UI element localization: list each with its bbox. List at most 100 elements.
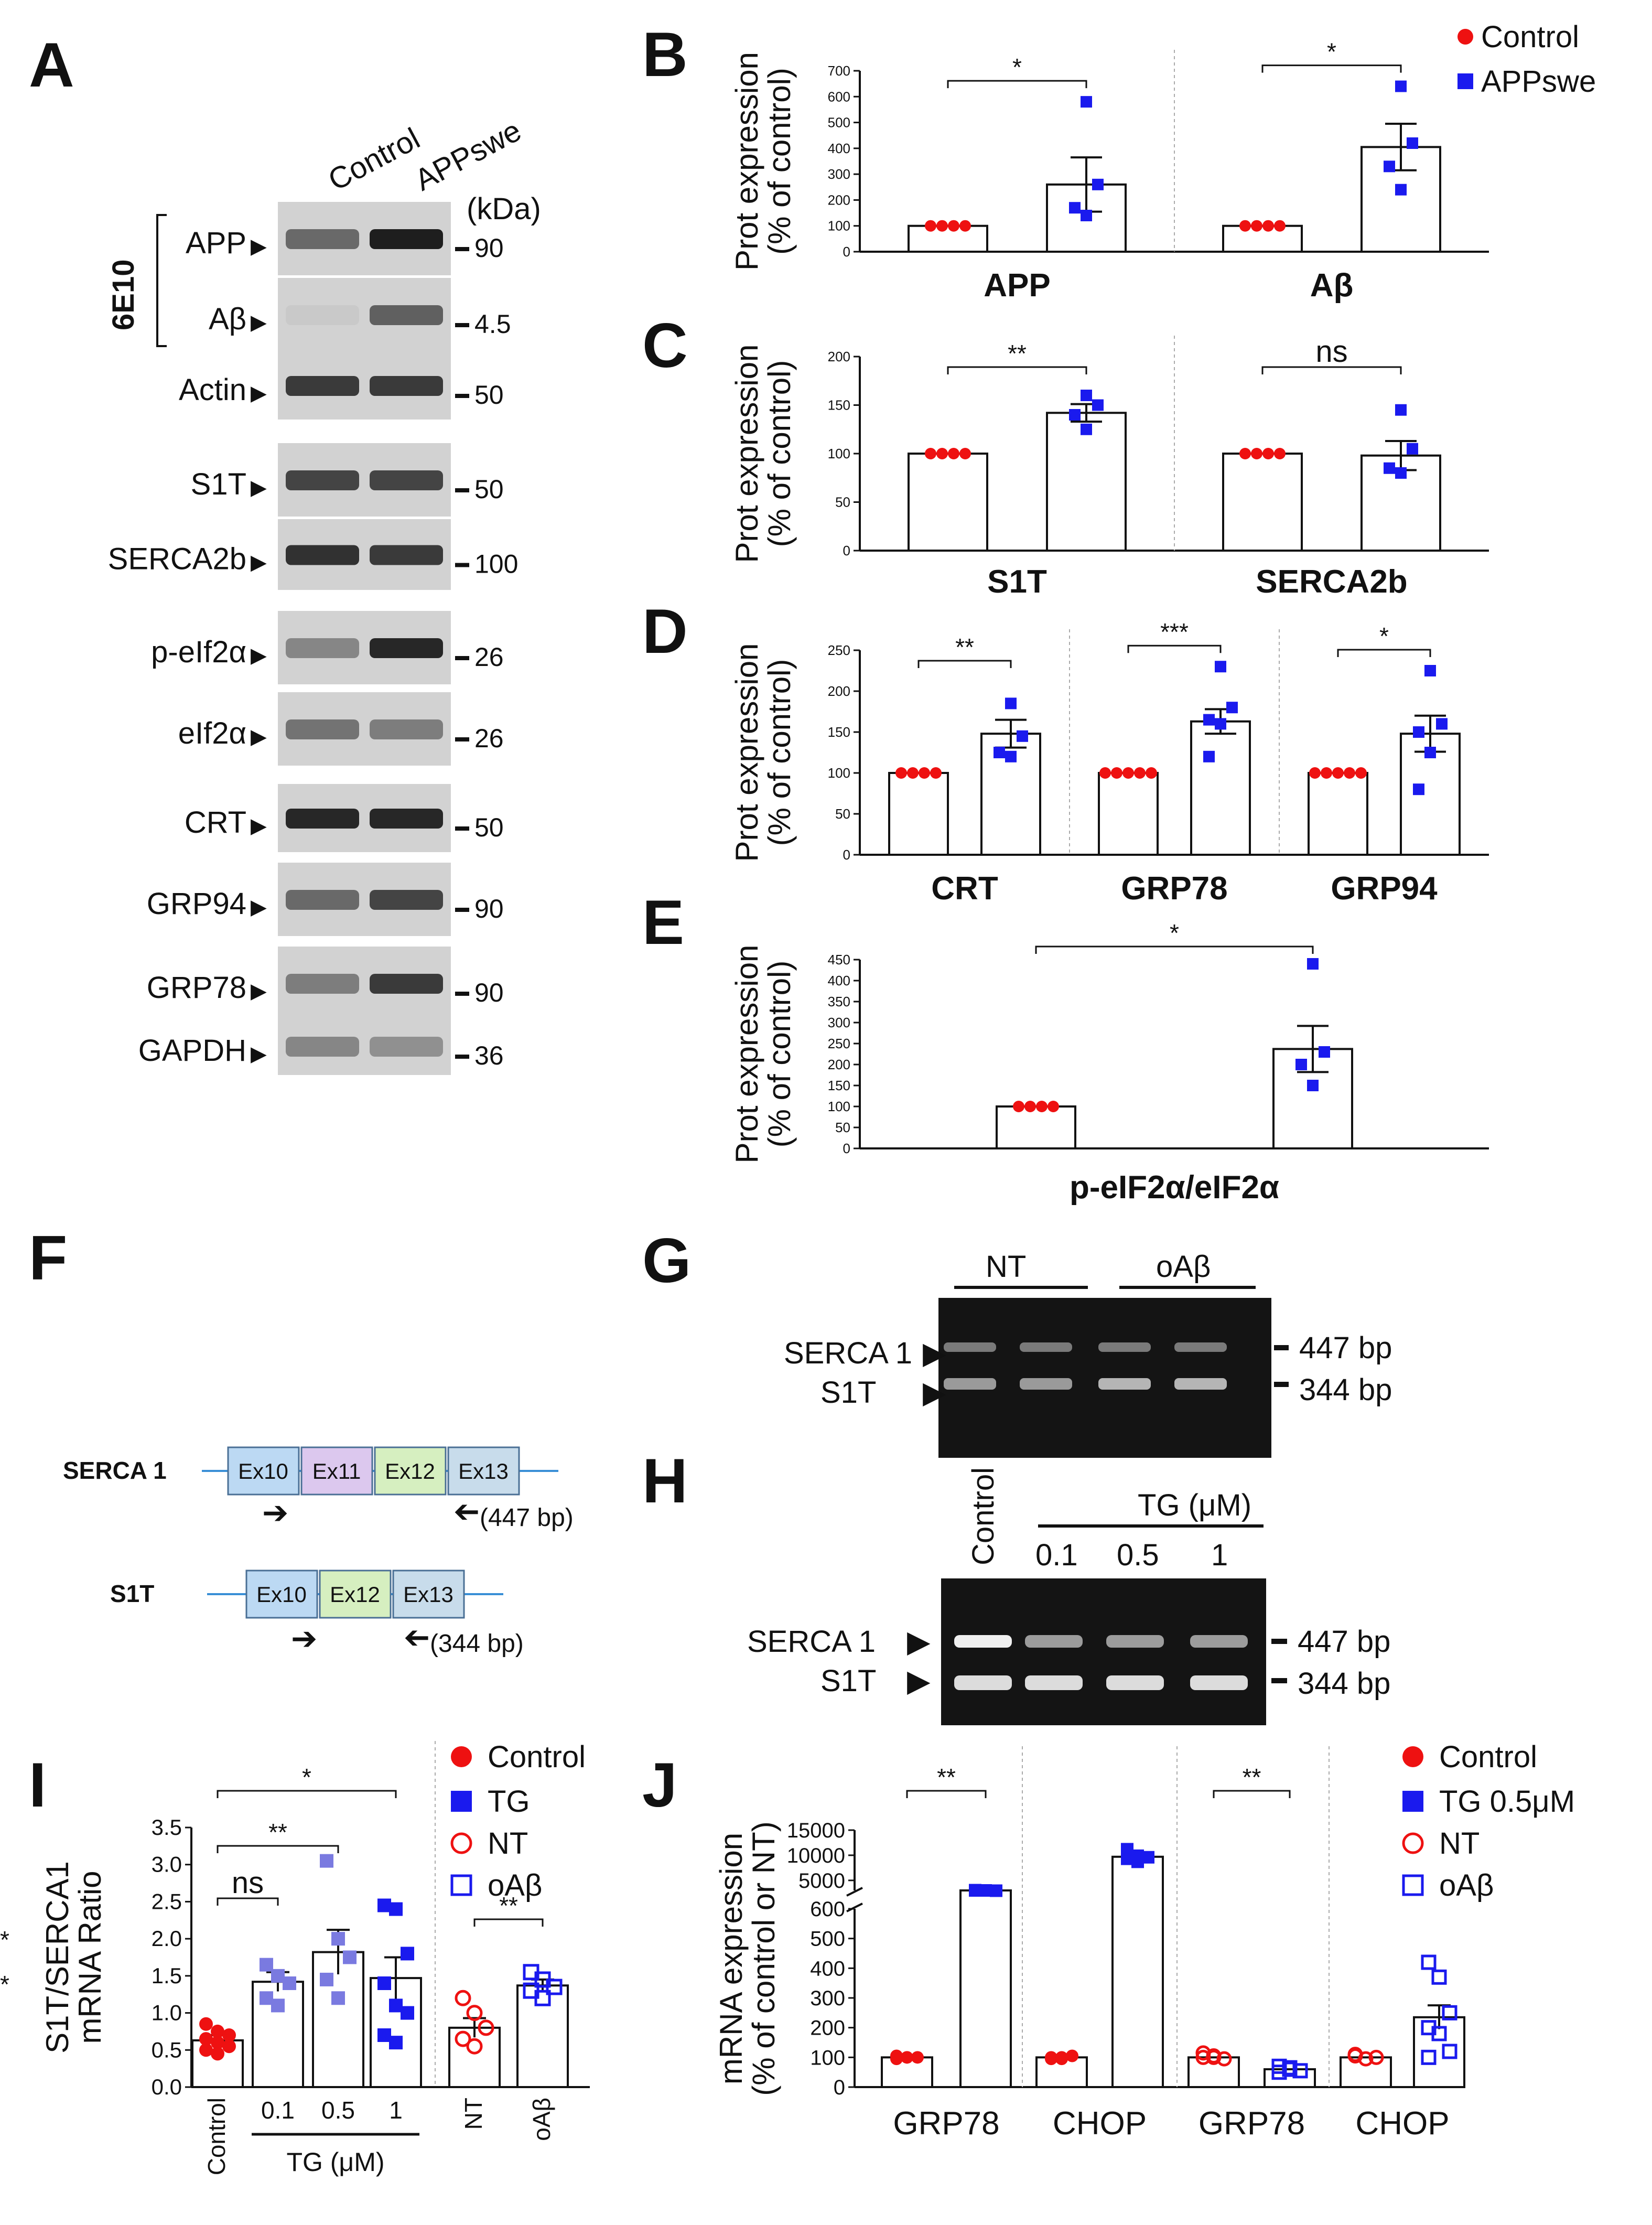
gel-g-serca1-band-1 (1020, 1342, 1072, 1352)
blot-10-band-1 (370, 1037, 443, 1057)
blot-4-arrow-icon: ▶ (251, 551, 267, 574)
blot-3-band-0 (286, 470, 359, 490)
chart-I-point-0-7 (211, 2047, 224, 2061)
blot-8-kda: 90 (474, 894, 504, 923)
chart-E-tick-label-9: 450 (828, 952, 850, 968)
chart-B-tick-label-5: 500 (828, 115, 850, 131)
chart-I-point-1-1 (271, 1969, 285, 1983)
chart-D-sig-2-bracket (1337, 649, 1431, 657)
gel-g-s1t-band-2 (1098, 1378, 1151, 1390)
chart-B-tick-label-3: 300 (828, 166, 850, 182)
chart-B-point-0-1-0 (1081, 96, 1092, 108)
gel-h-conc-1: 1 (1211, 1538, 1228, 1572)
legend-j-control-marker (1402, 1746, 1423, 1767)
serca1-label: SERCA 1 (63, 1457, 167, 1484)
gel-g-size-2: 344 bp (1299, 1373, 1392, 1407)
chart-D-sig-1-label: *** (1160, 618, 1189, 646)
chart-E-point-0-1-1 (1319, 1046, 1330, 1058)
chart-I-cat-0: Control (203, 2098, 230, 2175)
chart-B-sig-0-bracket (947, 80, 1087, 89)
blot-10-arrow-icon: ▶ (251, 1042, 267, 1066)
panel-letter-h: H (642, 1446, 688, 1516)
chart-E-point-0-0-0 (1013, 1101, 1024, 1112)
gel-g-band-serca1: SERCA 1 (784, 1336, 912, 1370)
panel-letter-e: E (642, 887, 684, 958)
chart-J-point-0-2 (911, 2051, 924, 2064)
chart-D-point-2-0-4 (1355, 767, 1367, 779)
chart-C-cat-0: S1T (987, 564, 1047, 600)
serca1-exon-1-label: Ex11 (312, 1459, 361, 1484)
blot-4-band-0 (286, 545, 359, 565)
chart-E-tick-label-3: 150 (828, 1078, 850, 1093)
legend-i-nt-marker (450, 1832, 472, 1854)
chart-E-point-0-0-2 (1036, 1101, 1048, 1112)
chart-I-tick-label-4: 2.0 (152, 1926, 182, 1951)
chart-D-point-0-1-2 (994, 747, 1005, 758)
blot-6-label: eIf2α (178, 716, 246, 750)
blot-1-label: Aβ (209, 302, 246, 336)
chart-I-point-0-4 (211, 2036, 224, 2050)
chart-J-point-7-5 (1442, 2044, 1457, 2059)
chart-c: 0 50 100 150 200 Prot expression(% of control… (729, 335, 1489, 600)
gel-h-s1t-band-0 (954, 1675, 1012, 1690)
serca1-rev-arrow-icon: ➔ (454, 1496, 480, 1531)
chart-I-point-2-2 (343, 1950, 357, 1964)
chart-J-point-3-4 (1131, 1855, 1144, 1868)
chart-J-point-0-4 (901, 2051, 913, 2064)
chart-I-point-4-2 (478, 2019, 494, 2036)
blot-9-kda: 90 (474, 978, 504, 1007)
chart-J-tick-low-label-3: 300 (810, 1987, 845, 2010)
panel-letter-d: D (642, 596, 688, 667)
chart-I-point-3-4 (389, 1998, 403, 2013)
chart-D-point-0-0-0 (895, 767, 907, 779)
legend-i-oab-marker (450, 1874, 472, 1896)
chart-I-bar-5 (516, 1984, 569, 2089)
chart-D-tick-label-2: 100 (828, 765, 850, 781)
chart-B-point-1-1-0 (1395, 80, 1407, 92)
blot-4-label: SERCA2b (108, 542, 246, 576)
serca1-size: (447 bp) (480, 1504, 574, 1532)
chart-J-tick-low-label-4: 400 (810, 1957, 845, 1980)
chart-J-point-7-0 (1421, 1954, 1437, 1970)
gel-h-serca1-band-2 (1106, 1635, 1164, 1648)
chart-B-tick-label-4: 400 (828, 141, 850, 156)
chart-J-point-4-4 (1206, 2048, 1222, 2063)
chart-B-point-1-0-1 (1251, 220, 1262, 232)
chart-I-point-5-2 (546, 1979, 563, 1995)
chart-E-sig-0-bracket (1035, 945, 1314, 954)
serca1-exon-2-label: Ex12 (385, 1459, 435, 1484)
s1t-size: (344 bp) (430, 1630, 524, 1658)
chart-D-sig-0-bracket (917, 660, 1012, 668)
legend-j-tg-label: TG 0.5μM (1439, 1785, 1575, 1819)
antibody-bracket (156, 214, 167, 347)
chart-D-point-1-1-0 (1215, 661, 1226, 673)
chart-J-tick-low-label-5: 500 (810, 1928, 845, 1951)
chart-B-point-0-0-0 (925, 220, 936, 232)
chart-C-sig-0-label: ** (1008, 340, 1027, 367)
chart-B-bar-1-1 (1361, 146, 1441, 253)
chart-E-tick-label-6: 300 (828, 1015, 850, 1030)
chart-J-bar-1 (959, 1889, 1012, 2088)
chart-J-sig-1-bracket (1213, 1790, 1291, 1798)
chart-D-point-1-1-1 (1226, 702, 1238, 714)
chart-D-point-2-1-3 (1424, 747, 1436, 758)
chart-I-point-3-7 (389, 2036, 403, 2050)
legend-i-nt-label: NT (488, 1826, 528, 1861)
s1t-label: S1T (110, 1580, 154, 1607)
chart-D-point-1-0-2 (1122, 767, 1134, 779)
blot-7-band-1 (370, 809, 443, 829)
chart-I-cat-5: oAβ (528, 2098, 555, 2141)
gel-g-image (938, 1298, 1271, 1458)
chart-B-point-1-1-2 (1384, 160, 1395, 173)
legend-b-appswe-label: APPswe (1481, 65, 1596, 99)
gel-h-arrow-2-icon: ▶ (907, 1664, 931, 1698)
chart-J-sig-0-bracket (906, 1790, 987, 1798)
chart-E-tick-label-5: 250 (828, 1036, 850, 1051)
chart-B-ylabel-line-1: (% of control) (762, 68, 797, 255)
chart-D-bar-1-1 (1190, 720, 1251, 856)
blot-2-arrow-icon: ▶ (251, 382, 267, 405)
blot-5-label: p-eIf2α (151, 635, 246, 669)
blot-9-label: GRP78 (147, 971, 246, 1005)
chart-I-tick-label-7: 3.5 (152, 1815, 182, 1840)
